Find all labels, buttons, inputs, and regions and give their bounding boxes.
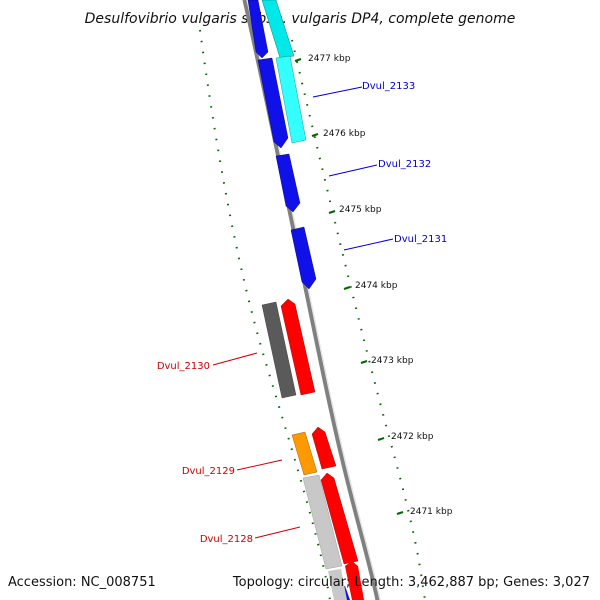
map-title: Desulfovibrio vulgaris subsp. vulgaris D…	[85, 11, 516, 27]
gene-feature	[247, 0, 269, 59]
gene-label-dvul-2130: Dvul_2130	[157, 361, 210, 372]
gene-label-dvul-2131: Dvul_2131	[394, 234, 447, 245]
gene-feature	[275, 153, 301, 213]
scale-tick	[360, 360, 368, 364]
accession-text: Accession: NC_008751	[8, 575, 156, 590]
label-line	[254, 526, 301, 539]
gene-feature	[261, 0, 295, 59]
gene-labels: Dvul_2133 Dvul_2132 Dvul_2131 Dvul_2130 …	[157, 81, 447, 545]
scale-tick	[377, 437, 385, 441]
gene-feature	[280, 298, 316, 396]
reverse-features	[261, 298, 364, 600]
gene-feature	[257, 57, 289, 149]
scale-tick	[396, 511, 404, 515]
label-line	[212, 352, 258, 366]
gene-feature	[302, 474, 343, 570]
gene-label-dvul-2129: Dvul_2129	[182, 466, 235, 477]
gene-feature	[320, 472, 359, 565]
gene-label-lines	[212, 86, 394, 539]
gene-feature	[261, 301, 297, 399]
tick-label: 2473 kbp	[371, 356, 414, 366]
gene-label-dvul-2132: Dvul_2132	[378, 159, 431, 170]
tick-label: 2476 kbp	[323, 129, 366, 139]
label-line	[312, 86, 363, 98]
gene-feature	[345, 561, 364, 600]
label-line	[328, 164, 378, 177]
tick-label: 2477 kbp	[308, 54, 351, 64]
label-line	[343, 238, 394, 251]
scale-tick	[343, 286, 351, 290]
scale-tick	[328, 210, 336, 214]
scale-tick	[294, 58, 302, 62]
tick-label: 2474 kbp	[355, 281, 398, 291]
gene-feature	[275, 55, 307, 144]
gene-feature	[290, 226, 317, 290]
genome-summary-text: Topology: circular; Length: 3,462,887 bp…	[232, 575, 590, 590]
gene-feature	[311, 426, 337, 470]
tick-label: 2472 kbp	[391, 432, 434, 442]
label-line	[236, 459, 283, 471]
gene-feature	[291, 431, 318, 476]
scale-ticks	[294, 58, 404, 515]
gene-feature	[328, 569, 347, 600]
gene-label-dvul-2133: Dvul_2133	[362, 81, 415, 92]
tick-label: 2475 kbp	[339, 205, 382, 215]
gene-label-dvul-2128: Dvul_2128	[200, 534, 253, 545]
scale-tick-labels: 2477 kbp 2476 kbp 2475 kbp 2474 kbp 2473…	[308, 54, 453, 517]
scale-tick	[311, 133, 319, 137]
tick-label: 2471 kbp	[410, 507, 453, 517]
